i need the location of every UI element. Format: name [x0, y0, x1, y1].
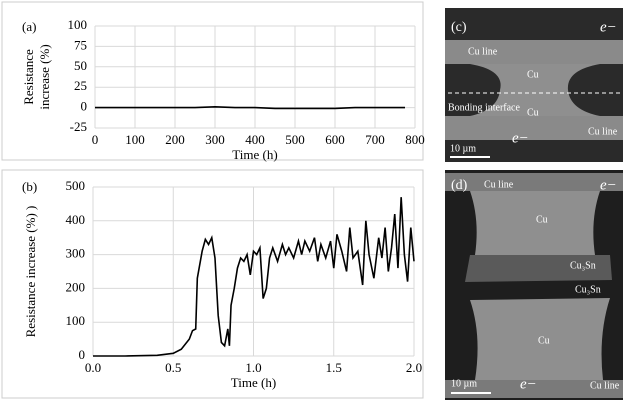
image-label: e−	[520, 376, 537, 392]
x-tick-label: 1.5	[326, 360, 342, 375]
cu-pillar	[470, 298, 610, 380]
scale-bar-label: 10 µm	[450, 143, 476, 154]
x-axis-label: Time (h)	[232, 147, 277, 162]
image-label: Cu₃Sn	[570, 260, 596, 271]
x-tick-label: 0.5	[165, 360, 181, 375]
scale-bar-label: 10 µm	[451, 378, 477, 389]
x-tick-label: 0.0	[85, 360, 101, 375]
cu-line	[445, 40, 623, 64]
y-tick-label: 0	[79, 347, 86, 362]
x-tick-label: 100	[125, 132, 145, 147]
image-label: Cu	[536, 214, 548, 225]
image-label: Cu	[527, 69, 539, 80]
cu-pillar	[470, 64, 600, 116]
image-label: Cu line	[484, 179, 514, 190]
y-tick-label: 0	[81, 99, 88, 114]
x-tick-label: 600	[325, 132, 345, 147]
y-axis-label: Resistance	[21, 49, 36, 105]
cu-line	[445, 116, 623, 140]
y-tick-label: 25	[74, 78, 87, 93]
x-tick-label: 800	[405, 132, 425, 147]
y-tick-label: 100	[66, 313, 86, 328]
x-tick-label: 500	[285, 132, 305, 147]
y-tick-label: 50	[74, 58, 87, 73]
panel-frame	[1, 169, 424, 399]
x-tick-label: 300	[205, 132, 225, 147]
panel-label: (b)	[22, 179, 37, 194]
x-tick-label: 0	[92, 132, 99, 147]
x-tick-label: 1.0	[245, 360, 261, 375]
x-tick-label: 2.0	[406, 360, 422, 375]
image-label: e−	[600, 19, 617, 35]
cu3sn	[465, 255, 612, 282]
image-label: Cu line	[590, 380, 620, 391]
image-label: e−	[600, 177, 617, 193]
image-label: Cu	[527, 107, 539, 118]
y-axis-label: increase (%)	[37, 44, 52, 109]
data-line	[95, 105, 405, 110]
y-tick-label: -25	[70, 119, 87, 134]
x-tick-label: 200	[165, 132, 185, 147]
image-label: Bonding interface	[448, 102, 520, 113]
x-axis-label: Time (h)	[231, 375, 276, 390]
panel-frame	[1, 1, 424, 161]
y-tick-label: 200	[66, 279, 86, 294]
y-tick-label: 300	[66, 246, 86, 261]
y-tick-label: 500	[66, 178, 86, 193]
y-tick-label: 75	[74, 37, 87, 52]
x-tick-label: 400	[245, 132, 265, 147]
y-axis-label: Resistance increase (%) )	[23, 206, 38, 338]
data-line	[93, 197, 415, 357]
x-tick-label: 700	[365, 132, 385, 147]
cu-line	[445, 173, 623, 191]
y-tick-label: 400	[66, 212, 86, 227]
image-label: Cu₃Sn	[575, 284, 601, 295]
image-label: Cu	[538, 335, 550, 346]
micrograph-d: (d) Cu line e− Cu Cu₃Sn Cu₃Sn Cu 10 µm e…	[445, 170, 623, 400]
y-tick-label: 100	[68, 17, 88, 32]
panel-label: (c)	[451, 20, 467, 35]
image-label: Cu line	[588, 126, 618, 137]
cu-pillar	[470, 191, 600, 255]
image-label: Cu line	[468, 46, 498, 57]
micrograph-c: (c) Cu line e− Cu Cu Bonding interface C…	[445, 8, 623, 162]
image-label: e−	[512, 130, 529, 146]
panel-label: (a)	[22, 19, 36, 34]
panel-label: (d)	[451, 178, 468, 193]
